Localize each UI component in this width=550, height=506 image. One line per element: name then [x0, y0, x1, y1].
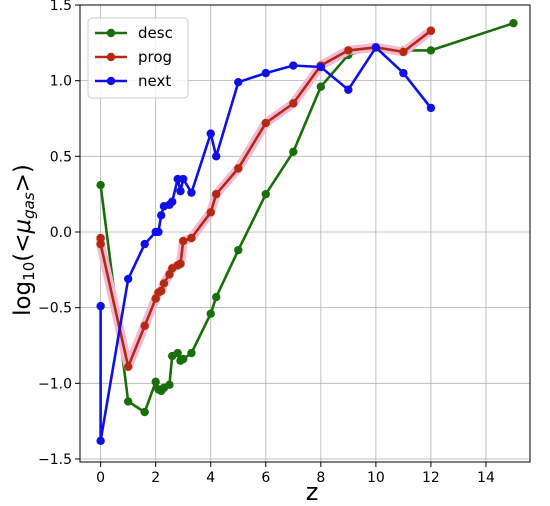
- svg-text:log10(<μgas>): log10(<μgas>): [10, 164, 38, 316]
- series-next: [96, 43, 436, 446]
- series-prog-line: [99, 29, 432, 369]
- series-desc-point: [261, 189, 270, 199]
- y-label-close: >): [10, 164, 36, 192]
- series-desc-point: [316, 82, 326, 91]
- legend: desc prog next: [87, 17, 189, 99]
- x-tick-label: 6: [261, 470, 270, 486]
- series-desc-point: [426, 46, 436, 55]
- series-next-point: [176, 186, 185, 196]
- series-desc-point: [179, 354, 188, 364]
- series-desc-point: [151, 377, 160, 386]
- series-prog-point: [426, 26, 436, 35]
- series-desc-point: [123, 397, 133, 406]
- legend-item-prog: prog: [95, 48, 172, 66]
- y-label-open: (<: [10, 234, 36, 262]
- series-desc-point: [165, 380, 174, 390]
- series-next-point: [316, 62, 326, 72]
- x-tick-label: 0: [96, 470, 105, 486]
- series-next-point: [96, 436, 105, 446]
- series-prog-point: [212, 189, 221, 199]
- y-tick-label: 0.5: [50, 149, 72, 165]
- x-axis-label: z: [306, 478, 319, 506]
- series-next-point: [96, 301, 105, 311]
- series-desc-point: [234, 245, 243, 255]
- y-label-mu: μ: [10, 219, 36, 235]
- x-tick-label: 10: [367, 470, 385, 486]
- series-next-point: [289, 61, 298, 70]
- series-prog-point: [289, 99, 298, 108]
- legend-label: prog: [138, 48, 172, 66]
- legend-swatch-marker: [106, 28, 116, 38]
- y-tick-label: −1.0: [38, 376, 72, 392]
- series-next-point: [154, 227, 163, 237]
- y-tick-label: −0.5: [38, 301, 72, 317]
- y-tick-label: 0.0: [50, 225, 72, 241]
- y-axis-label: log10(<μgas>): [10, 164, 38, 316]
- series-prog-point: [123, 362, 133, 371]
- series-desc-point: [206, 309, 215, 318]
- series-prog-point: [344, 46, 353, 55]
- series-prog-point: [176, 259, 185, 268]
- series-prog-point: [187, 233, 196, 243]
- series-prog-point: [96, 233, 105, 243]
- y-label-sub2: gas: [20, 192, 38, 219]
- legend-swatch-marker: [106, 76, 116, 86]
- series-prog-point: [234, 164, 243, 173]
- series-prog-point: [96, 239, 105, 249]
- series-desc-point: [212, 292, 221, 302]
- legend-item-desc: desc: [95, 24, 173, 42]
- series-next-point: [426, 103, 436, 113]
- series-desc-point: [509, 18, 518, 28]
- y-tick-label: −1.5: [38, 452, 72, 468]
- x-tick-label: 12: [422, 470, 440, 486]
- series-next-point: [168, 197, 177, 206]
- series-next-point: [206, 129, 215, 138]
- x-tick-label: 8: [316, 470, 325, 486]
- series-prog-point: [261, 118, 270, 128]
- series-desc-point: [140, 407, 149, 417]
- x-tick-label: 4: [206, 470, 215, 486]
- plot-frame: [79, 4, 531, 463]
- legend-item-next: next: [95, 72, 171, 90]
- series-next-point: [399, 68, 408, 78]
- series-next-point: [234, 77, 243, 87]
- series-desc-point: [187, 348, 196, 358]
- y-label-prefix: log: [10, 281, 36, 316]
- series-next-point: [261, 68, 270, 78]
- y-tick-label: 1.5: [50, 0, 72, 14]
- y-tick-label: 1.0: [50, 74, 72, 90]
- series-next-point: [187, 188, 196, 197]
- series-prog: [96, 26, 436, 372]
- legend-label: desc: [138, 24, 173, 42]
- series-next-point: [212, 152, 221, 161]
- legend-swatch-marker: [106, 52, 116, 62]
- ticks: 0 2 4 6 8 10 12 14 −1.5 −1.0 −0.5 0.0 0.5 1.0 1.5: [38, 0, 495, 486]
- series-next-point: [156, 211, 166, 220]
- series-layer: [96, 18, 518, 446]
- legend-label: next: [138, 72, 171, 90]
- y-label-sub1: 10: [20, 262, 38, 281]
- series-next-point: [123, 274, 133, 284]
- series-desc-point: [289, 147, 298, 156]
- series-prog-point: [206, 208, 215, 217]
- series-next-point: [179, 174, 188, 184]
- series-desc-point: [173, 348, 182, 358]
- x-tick-label: 14: [477, 470, 495, 486]
- x-tick-label: 2: [151, 470, 160, 486]
- series-prog-point: [156, 286, 166, 296]
- series-prog-point: [399, 47, 408, 57]
- series-next-point: [344, 85, 353, 94]
- series-next-point: [140, 239, 149, 249]
- series-next-point: [371, 43, 381, 52]
- series-prog-point: [179, 236, 188, 246]
- series-prog-point: [140, 321, 149, 331]
- series-desc-point: [96, 180, 105, 190]
- series-prog-point: [159, 279, 169, 288]
